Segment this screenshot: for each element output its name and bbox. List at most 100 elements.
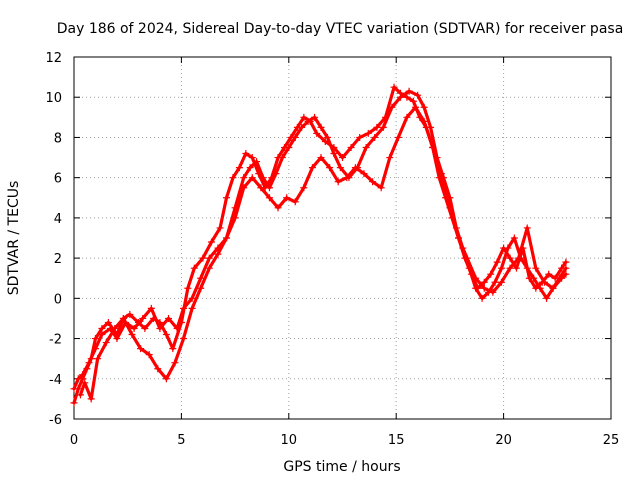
data-point [523, 264, 531, 272]
data-point [240, 184, 248, 192]
data-point [523, 224, 531, 232]
plot-series [70, 83, 570, 407]
data-point [231, 214, 239, 222]
y-tick-label: 12 [45, 51, 62, 66]
data-point [98, 331, 106, 339]
data-point [311, 113, 319, 121]
x-tick-label: 10 [281, 433, 298, 448]
data-point [70, 385, 78, 393]
data-point [162, 375, 170, 383]
data-point [429, 144, 437, 151]
data-point [506, 254, 514, 262]
data-point [562, 258, 570, 266]
data-point [356, 133, 364, 141]
data-point [188, 304, 196, 312]
data-point [543, 294, 551, 302]
data-point [180, 335, 188, 343]
data-point [317, 123, 325, 131]
data-point [180, 304, 188, 312]
data-point [472, 284, 480, 292]
data-point [242, 150, 250, 158]
y-tick-label: 10 [45, 91, 62, 106]
series-line [72, 89, 568, 391]
data-point [549, 284, 557, 292]
data-point [229, 174, 237, 182]
data-point [351, 164, 359, 172]
data-point [558, 274, 566, 282]
data-point [420, 117, 428, 125]
data-point [139, 314, 147, 322]
data-point [76, 391, 84, 399]
data-point [454, 234, 462, 242]
data-point [562, 264, 570, 272]
data-point [478, 294, 486, 302]
data-point [304, 117, 312, 125]
data-point [347, 144, 355, 151]
data-point [330, 150, 338, 158]
data-point [323, 133, 331, 141]
data-point [169, 345, 177, 353]
x-tick-label: 20 [495, 433, 512, 448]
series-line [72, 85, 568, 405]
data-point [248, 174, 256, 182]
data-point [493, 258, 501, 266]
data-point [291, 133, 299, 141]
data-point [147, 304, 155, 312]
y-tick-label: 6 [54, 172, 62, 187]
data-point [265, 184, 273, 192]
data-point [480, 284, 488, 292]
grid-lines [74, 57, 611, 419]
data-point [171, 359, 179, 367]
data-point [300, 184, 308, 192]
data-point [515, 254, 523, 262]
data-point [79, 371, 87, 379]
data-point [197, 284, 205, 292]
data-point [491, 278, 499, 286]
data-point [463, 254, 471, 262]
data-point [128, 331, 136, 339]
data-point [326, 164, 334, 172]
series-2 [70, 87, 570, 393]
data-point [173, 325, 181, 332]
data-point [562, 270, 570, 278]
data-point [126, 310, 134, 318]
data-point [343, 174, 351, 182]
data-point [405, 87, 413, 95]
data-point [545, 270, 553, 278]
data-point [141, 325, 149, 332]
data-point [91, 335, 99, 343]
data-point [396, 93, 404, 101]
y-axis-title: SDTVAR / TECUs [6, 181, 22, 296]
data-point [223, 194, 231, 202]
data-point [437, 170, 445, 178]
data-point [81, 379, 89, 387]
data-point [113, 335, 121, 343]
data-point [197, 274, 205, 282]
data-point [257, 184, 265, 192]
data-point [137, 345, 145, 353]
data-point [300, 113, 308, 121]
data-point [369, 178, 377, 186]
y-tick-label: -2 [49, 333, 62, 348]
data-point [184, 284, 192, 292]
data-point [336, 164, 344, 172]
data-point [394, 133, 402, 141]
data-point [540, 278, 548, 286]
data-point [403, 113, 411, 121]
x-axis-title: GPS time / hours [283, 459, 400, 475]
data-point [199, 254, 207, 262]
data-point [91, 345, 99, 353]
data-point [512, 264, 520, 272]
data-point [214, 250, 222, 258]
data-point [530, 274, 538, 282]
data-point [70, 399, 78, 407]
chart-title: Day 186 of 2024, Sidereal Day-to-day VTE… [57, 21, 624, 37]
data-point [506, 264, 514, 272]
data-point [207, 238, 215, 246]
axis-ticks: 0 5 10 15 20 25 -6 -4 -2 0 2 4 6 8 10 12 [45, 51, 619, 448]
data-point [373, 123, 381, 131]
series-3 [76, 103, 570, 403]
data-point [427, 123, 435, 131]
series-line [78, 105, 568, 401]
